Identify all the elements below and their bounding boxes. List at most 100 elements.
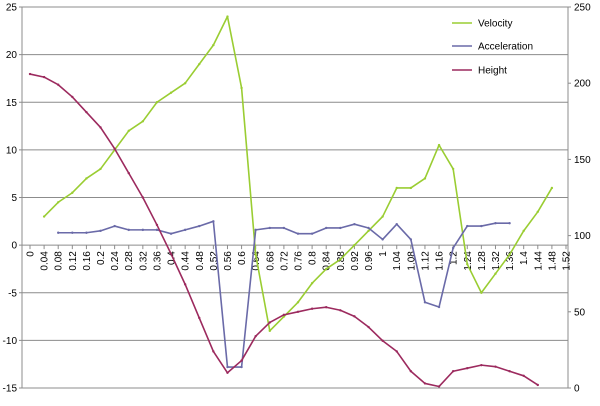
velocity-data-point (42, 215, 46, 218)
y-tick-label: 20 (6, 50, 18, 61)
velocity-data-point (395, 186, 398, 190)
x-tick-label: 0.12 (68, 251, 79, 271)
velocity-data-point (466, 262, 469, 266)
acceleration-data-point (254, 228, 257, 232)
height-data-point (367, 325, 370, 329)
x-tick-label: 1.04 (392, 251, 403, 271)
x-tick-label: 0 (26, 251, 37, 257)
x-tick-label: 1 (378, 251, 389, 257)
x-tick-label: 1.32 (491, 251, 502, 271)
acceleration-data-point (339, 226, 342, 230)
x-tick-label: 0.72 (279, 251, 290, 271)
x-tick-label: 0.96 (364, 251, 375, 271)
x-tick-label: 1.36 (505, 251, 516, 271)
velocity-data-point (268, 329, 271, 333)
height-data-point (212, 350, 215, 353)
x-tick-label: 1.52 (562, 251, 573, 271)
acceleration-data-point (310, 232, 314, 235)
acceleration-data-point (127, 228, 130, 232)
height-data-point (508, 370, 511, 373)
height-data-point (494, 365, 497, 368)
acceleration-data-point (466, 224, 469, 228)
y-tick-label: 10 (6, 145, 18, 156)
x-tick-label: 0.32 (138, 251, 149, 271)
x-tick-label: 0.6 (237, 251, 248, 265)
velocity-data-point (409, 186, 413, 190)
acceleration-data-point (141, 228, 145, 232)
acceleration-data-point (494, 222, 497, 225)
acceleration-data-point (409, 238, 413, 241)
velocity-data-point (550, 186, 554, 190)
acceleration-data-point (268, 226, 271, 230)
velocity-data-point (127, 129, 130, 133)
height-data-point (437, 385, 441, 388)
velocity-data-point (212, 43, 215, 47)
acceleration-data-point (71, 231, 74, 234)
x-tick-label: 0.56 (223, 251, 234, 271)
velocity-data-point (367, 229, 370, 233)
height-data-point (71, 95, 74, 99)
acceleration-data-point (296, 232, 300, 235)
legend-label-velocity: Velocity (478, 19, 512, 30)
velocity-data-point (85, 177, 88, 180)
height-data-point (85, 110, 88, 114)
height-data-point (423, 382, 427, 385)
y-tick-label: 5 (11, 193, 17, 204)
x-tick-label: 0.36 (152, 251, 163, 271)
velocity-data-point (57, 201, 60, 204)
x-tick-label: 0.68 (265, 251, 276, 271)
velocity-data-point (169, 91, 173, 94)
y-tick-label: -10 (3, 336, 18, 347)
x-tick-label: 0.24 (110, 251, 121, 271)
velocity-data-point (508, 253, 511, 256)
y2-tick-label: 100 (574, 231, 591, 242)
x-tick-label: 0.2 (96, 251, 107, 265)
acceleration-data-point (57, 231, 60, 234)
velocity-data-point (226, 15, 229, 18)
height-data-point (522, 374, 525, 378)
height-data-point (198, 316, 201, 320)
legend-label-acceleration: Acceleration (478, 42, 533, 53)
acceleration-data-point (155, 228, 159, 232)
height-data-point (28, 72, 32, 76)
acceleration-data-point (113, 224, 116, 228)
height-data-point (113, 147, 116, 150)
acceleration-data-point (423, 301, 427, 304)
acceleration-data-point (169, 232, 173, 235)
height-data-point (254, 334, 257, 338)
velocity-data-point (198, 62, 201, 66)
height-data-point (296, 310, 300, 313)
velocity-data-point (423, 177, 427, 180)
acceleration-data-point (99, 229, 102, 233)
y-tick-label: -15 (3, 384, 18, 395)
velocity-data-point (494, 272, 497, 275)
x-tick-label: 1.44 (533, 251, 544, 271)
y2-tick-label: 200 (574, 79, 591, 90)
acceleration-data-point (367, 226, 370, 230)
height-data-point (310, 307, 314, 310)
height-data-point (57, 83, 60, 86)
acceleration-data-point (437, 305, 441, 309)
x-tick-label: 0.52 (209, 251, 220, 271)
height-data-point (141, 196, 145, 199)
velocity-data-point (71, 191, 74, 194)
velocity-data-point (437, 143, 441, 147)
x-tick-label: 0.48 (195, 251, 206, 271)
acceleration-data-point (85, 231, 88, 234)
y2-tick-label: 50 (574, 307, 586, 318)
velocity-series-line (43, 15, 553, 332)
height-data-point (282, 313, 286, 317)
y-tick-label: 25 (6, 3, 18, 14)
legend-label-height: Height (478, 66, 507, 77)
height-data-point (395, 350, 398, 353)
height-data-point (381, 339, 384, 342)
velocity-data-point (99, 167, 102, 171)
acceleration-data-point (212, 220, 215, 223)
x-tick-label: 1.24 (463, 251, 474, 271)
velocity-data-point (381, 215, 384, 218)
height-data-point (99, 126, 102, 129)
x-tick-label: 0.92 (350, 251, 361, 271)
height-data-point (339, 309, 342, 312)
velocity-data-point (353, 243, 356, 247)
